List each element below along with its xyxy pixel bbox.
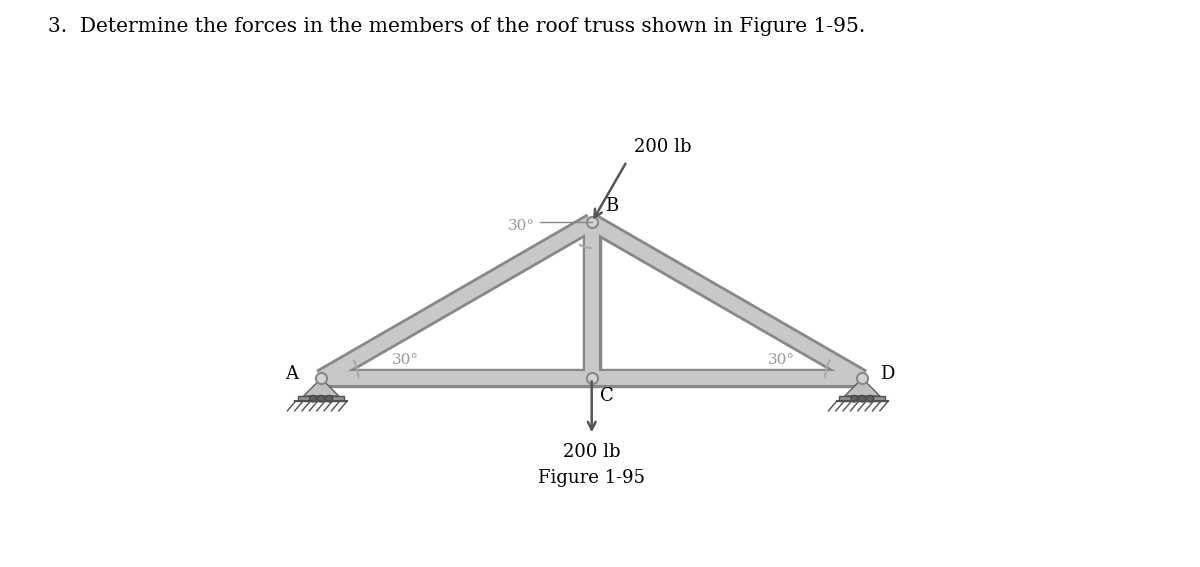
Text: D: D	[880, 365, 894, 383]
Text: 30°: 30°	[768, 353, 794, 367]
Text: B: B	[605, 197, 618, 215]
FancyBboxPatch shape	[298, 396, 344, 401]
Text: 30°: 30°	[391, 353, 419, 367]
Text: C: C	[600, 387, 613, 404]
Text: 30°: 30°	[508, 219, 535, 234]
Text: 200 lb: 200 lb	[634, 138, 691, 156]
Text: 3.  Determine the forces in the members of the roof truss shown in Figure 1-95.: 3. Determine the forces in the members o…	[48, 17, 865, 36]
Polygon shape	[845, 378, 880, 396]
FancyBboxPatch shape	[839, 396, 886, 401]
Circle shape	[310, 395, 317, 402]
Circle shape	[859, 395, 865, 402]
Text: A: A	[286, 365, 298, 383]
Text: 200 lb: 200 lb	[563, 443, 620, 462]
Circle shape	[318, 395, 324, 402]
Circle shape	[326, 395, 332, 402]
Text: Figure 1-95: Figure 1-95	[539, 468, 646, 486]
Circle shape	[851, 395, 858, 402]
Circle shape	[866, 395, 874, 402]
Polygon shape	[304, 378, 338, 396]
